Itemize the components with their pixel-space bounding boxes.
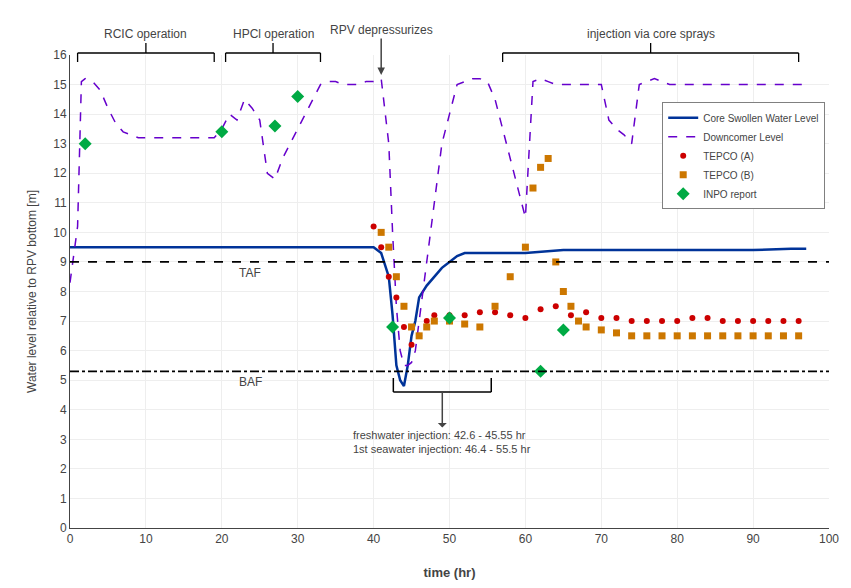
svg-text:40: 40 <box>367 532 381 546</box>
svg-text:14: 14 <box>53 107 67 121</box>
svg-text:8: 8 <box>60 285 67 299</box>
svg-text:RPV depressurizes: RPV depressurizes <box>330 23 433 37</box>
svg-text:HPCl operation: HPCl operation <box>233 27 314 41</box>
svg-text:2: 2 <box>60 462 67 476</box>
svg-text:1: 1 <box>60 492 67 506</box>
svg-text:11: 11 <box>54 196 67 210</box>
svg-text:80: 80 <box>671 532 685 546</box>
svg-text:6: 6 <box>60 344 67 358</box>
svg-text:0: 0 <box>60 521 67 535</box>
svg-text:50: 50 <box>443 532 457 546</box>
svg-text:3: 3 <box>60 433 67 447</box>
svg-text:Water level relative to RPV bo: Water level relative to RPV bottom [m] <box>25 190 39 393</box>
svg-text:INPO report: INPO report <box>703 189 757 200</box>
svg-text:injection via core sprays: injection via core sprays <box>587 27 715 41</box>
svg-text:10: 10 <box>53 226 67 240</box>
svg-text:TEPCO (A): TEPCO (A) <box>703 151 754 162</box>
svg-text:TAF: TAF <box>239 266 261 280</box>
svg-text:9: 9 <box>60 255 67 269</box>
svg-text:100: 100 <box>819 532 839 546</box>
svg-text:4: 4 <box>60 403 67 417</box>
svg-text:Core Swollen Water Level: Core Swollen Water Level <box>703 113 818 124</box>
svg-text:time (hr): time (hr) <box>424 565 476 580</box>
svg-text:70: 70 <box>595 532 609 546</box>
svg-text:7: 7 <box>60 314 67 328</box>
svg-text:16: 16 <box>53 48 67 62</box>
svg-text:RCIC operation: RCIC operation <box>104 27 187 41</box>
svg-text:0: 0 <box>67 532 74 546</box>
svg-text:20: 20 <box>215 532 229 546</box>
svg-text:12: 12 <box>53 166 67 180</box>
svg-text:5: 5 <box>60 373 67 387</box>
svg-text:10: 10 <box>139 532 153 546</box>
svg-text:15: 15 <box>53 78 67 92</box>
svg-text:30: 30 <box>291 532 305 546</box>
svg-text:freshwater injection: 42.6 - 4: freshwater injection: 42.6 - 45.55 hr1st… <box>353 429 531 455</box>
svg-text:Downcomer Level: Downcomer Level <box>703 132 783 143</box>
svg-text:60: 60 <box>519 532 533 546</box>
svg-text:BAF: BAF <box>239 375 262 389</box>
svg-text:13: 13 <box>53 137 67 151</box>
svg-text:TEPCO (B): TEPCO (B) <box>703 170 754 181</box>
svg-text:90: 90 <box>746 532 760 546</box>
